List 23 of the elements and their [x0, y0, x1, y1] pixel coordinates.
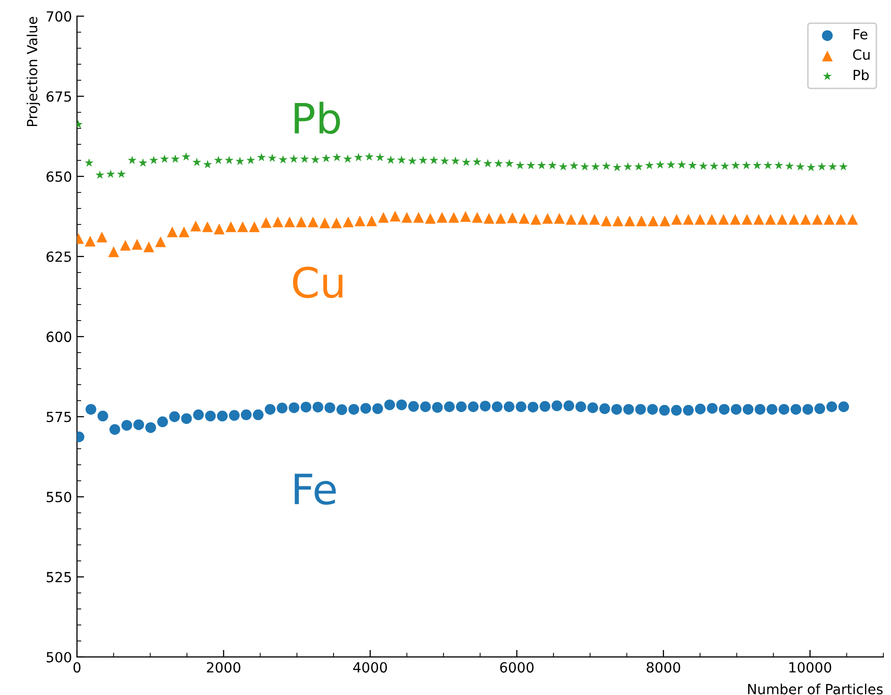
annotation: Cu — [293, 266, 342, 298]
y-tick-label: 650 — [46, 171, 72, 182]
annotation: Fe — [294, 474, 336, 505]
y-axis-title: Projection Value — [26, 16, 40, 126]
x-tick-label: 10000 — [789, 662, 832, 673]
y-tick-label: 675 — [46, 91, 71, 102]
y-tick-label: 500 — [46, 652, 72, 662]
y-tick-label: 525 — [46, 572, 71, 582]
legend-label: Fe — [854, 29, 868, 40]
x-tick-label: 0 — [73, 662, 80, 673]
legend-label: Pb — [854, 69, 869, 80]
y-tick-label: 600 — [46, 332, 72, 342]
x-tick-label: 6000 — [500, 662, 534, 673]
x-tick-label: 8000 — [646, 662, 680, 673]
x-axis-title: Number of Particles — [748, 684, 883, 694]
y-tick-label: 625 — [46, 251, 71, 262]
x-tick-label: 2000 — [206, 662, 240, 673]
annotation: Pb — [294, 102, 340, 134]
y-tick-label: 575 — [46, 412, 71, 422]
y-tick-label: 550 — [46, 492, 72, 502]
y-tick-label: 700 — [46, 11, 72, 22]
legend-label: Cu — [853, 49, 870, 60]
x-tick-label: 4000 — [353, 662, 387, 673]
